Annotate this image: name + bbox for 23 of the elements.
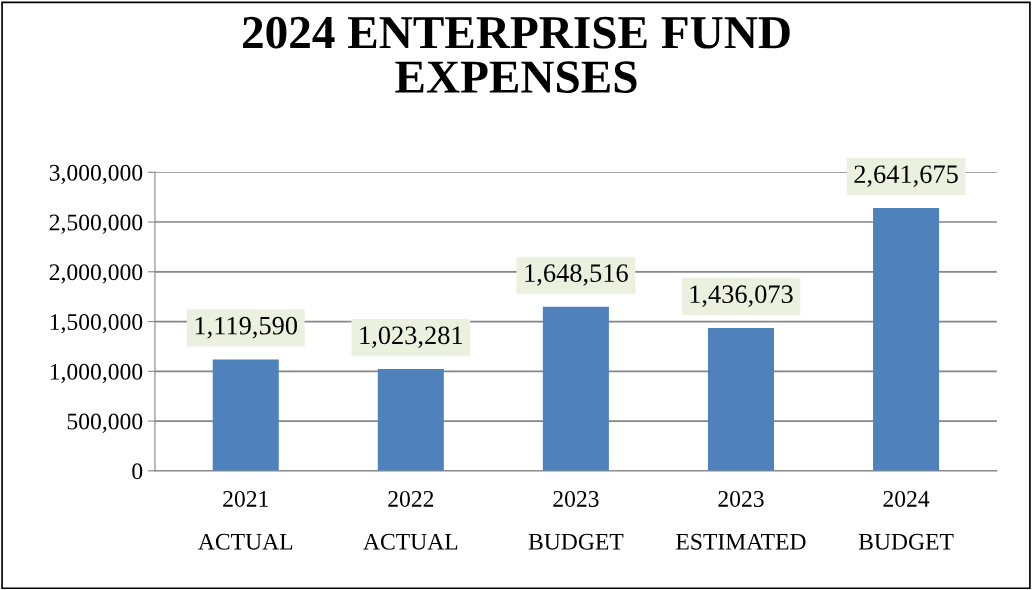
y-tick-label: 0 [132, 463, 143, 480]
x-tick-label: 2023 BUDGET [528, 490, 624, 550]
y-tick-label: 1,500,000 [50, 314, 143, 334]
y-tick-label: 2,000,000 [49, 264, 143, 284]
bar [377, 368, 444, 471]
y-tick-label: 2,500,000 [49, 214, 143, 234]
x-tick-label: 2024 BUDGET [858, 490, 954, 550]
data-label: 1,648,516 [525, 264, 628, 286]
data-label: 1,436,073 [690, 285, 793, 307]
x-tick-label: 2021 ACTUAL [198, 490, 293, 550]
chart-title: 2024 ENTERPRISE FUND EXPENSES [242, 16, 790, 94]
x-tick-label: 2023 ESTIMATED [676, 490, 806, 550]
bar [212, 359, 279, 471]
y-tick-label: 500,000 [67, 413, 143, 433]
data-label: 2,641,675 [854, 165, 958, 187]
bar [873, 207, 940, 471]
x-tick-label: 2022 ACTUAL [363, 490, 458, 550]
bar [707, 327, 774, 471]
data-label: 1,119,590 [195, 316, 298, 339]
y-tick-label: 3,000,000 [49, 164, 143, 185]
y-tick-label: 1,000,000 [50, 363, 143, 384]
bar [542, 306, 609, 471]
data-label: 1,023,281 [360, 326, 463, 348]
